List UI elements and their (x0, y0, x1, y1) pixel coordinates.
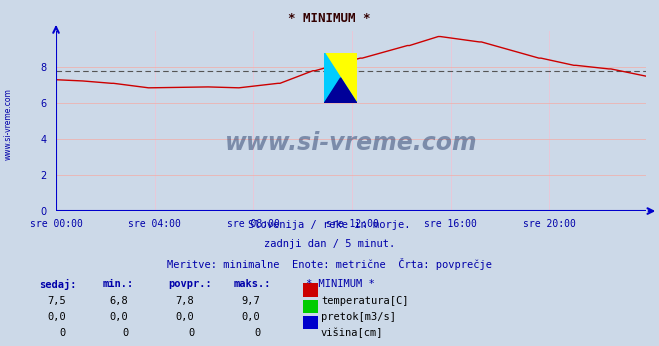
Text: maks.:: maks.: (234, 279, 272, 289)
Text: 0: 0 (254, 328, 260, 338)
Text: * MINIMUM *: * MINIMUM * (306, 279, 375, 289)
Text: pretok[m3/s]: pretok[m3/s] (321, 312, 396, 322)
Text: www.si-vreme.com: www.si-vreme.com (225, 131, 477, 155)
Text: 0,0: 0,0 (110, 312, 129, 322)
Text: višina[cm]: višina[cm] (321, 328, 384, 338)
Polygon shape (324, 53, 357, 103)
Text: 0,0: 0,0 (47, 312, 66, 322)
Text: zadnji dan / 5 minut.: zadnji dan / 5 minut. (264, 239, 395, 249)
Text: Meritve: minimalne  Enote: metrične  Črta: povprečje: Meritve: minimalne Enote: metrične Črta:… (167, 258, 492, 270)
Text: 7,5: 7,5 (47, 296, 66, 306)
Text: 6,8: 6,8 (110, 296, 129, 306)
Text: 0: 0 (188, 328, 194, 338)
Text: 0: 0 (123, 328, 129, 338)
Text: 9,7: 9,7 (242, 296, 260, 306)
Text: 7,8: 7,8 (176, 296, 194, 306)
Polygon shape (324, 78, 357, 103)
Text: min.:: min.: (102, 279, 133, 289)
Text: 0,0: 0,0 (176, 312, 194, 322)
Text: Slovenija / reke in morje.: Slovenija / reke in morje. (248, 220, 411, 230)
Text: povpr.:: povpr.: (168, 279, 212, 289)
Polygon shape (324, 53, 357, 103)
Text: 0,0: 0,0 (242, 312, 260, 322)
Text: sedaj:: sedaj: (40, 279, 77, 290)
Text: 0: 0 (60, 328, 66, 338)
Text: temperatura[C]: temperatura[C] (321, 296, 409, 306)
Text: www.si-vreme.com: www.si-vreme.com (3, 89, 13, 161)
Text: * MINIMUM *: * MINIMUM * (288, 12, 371, 25)
